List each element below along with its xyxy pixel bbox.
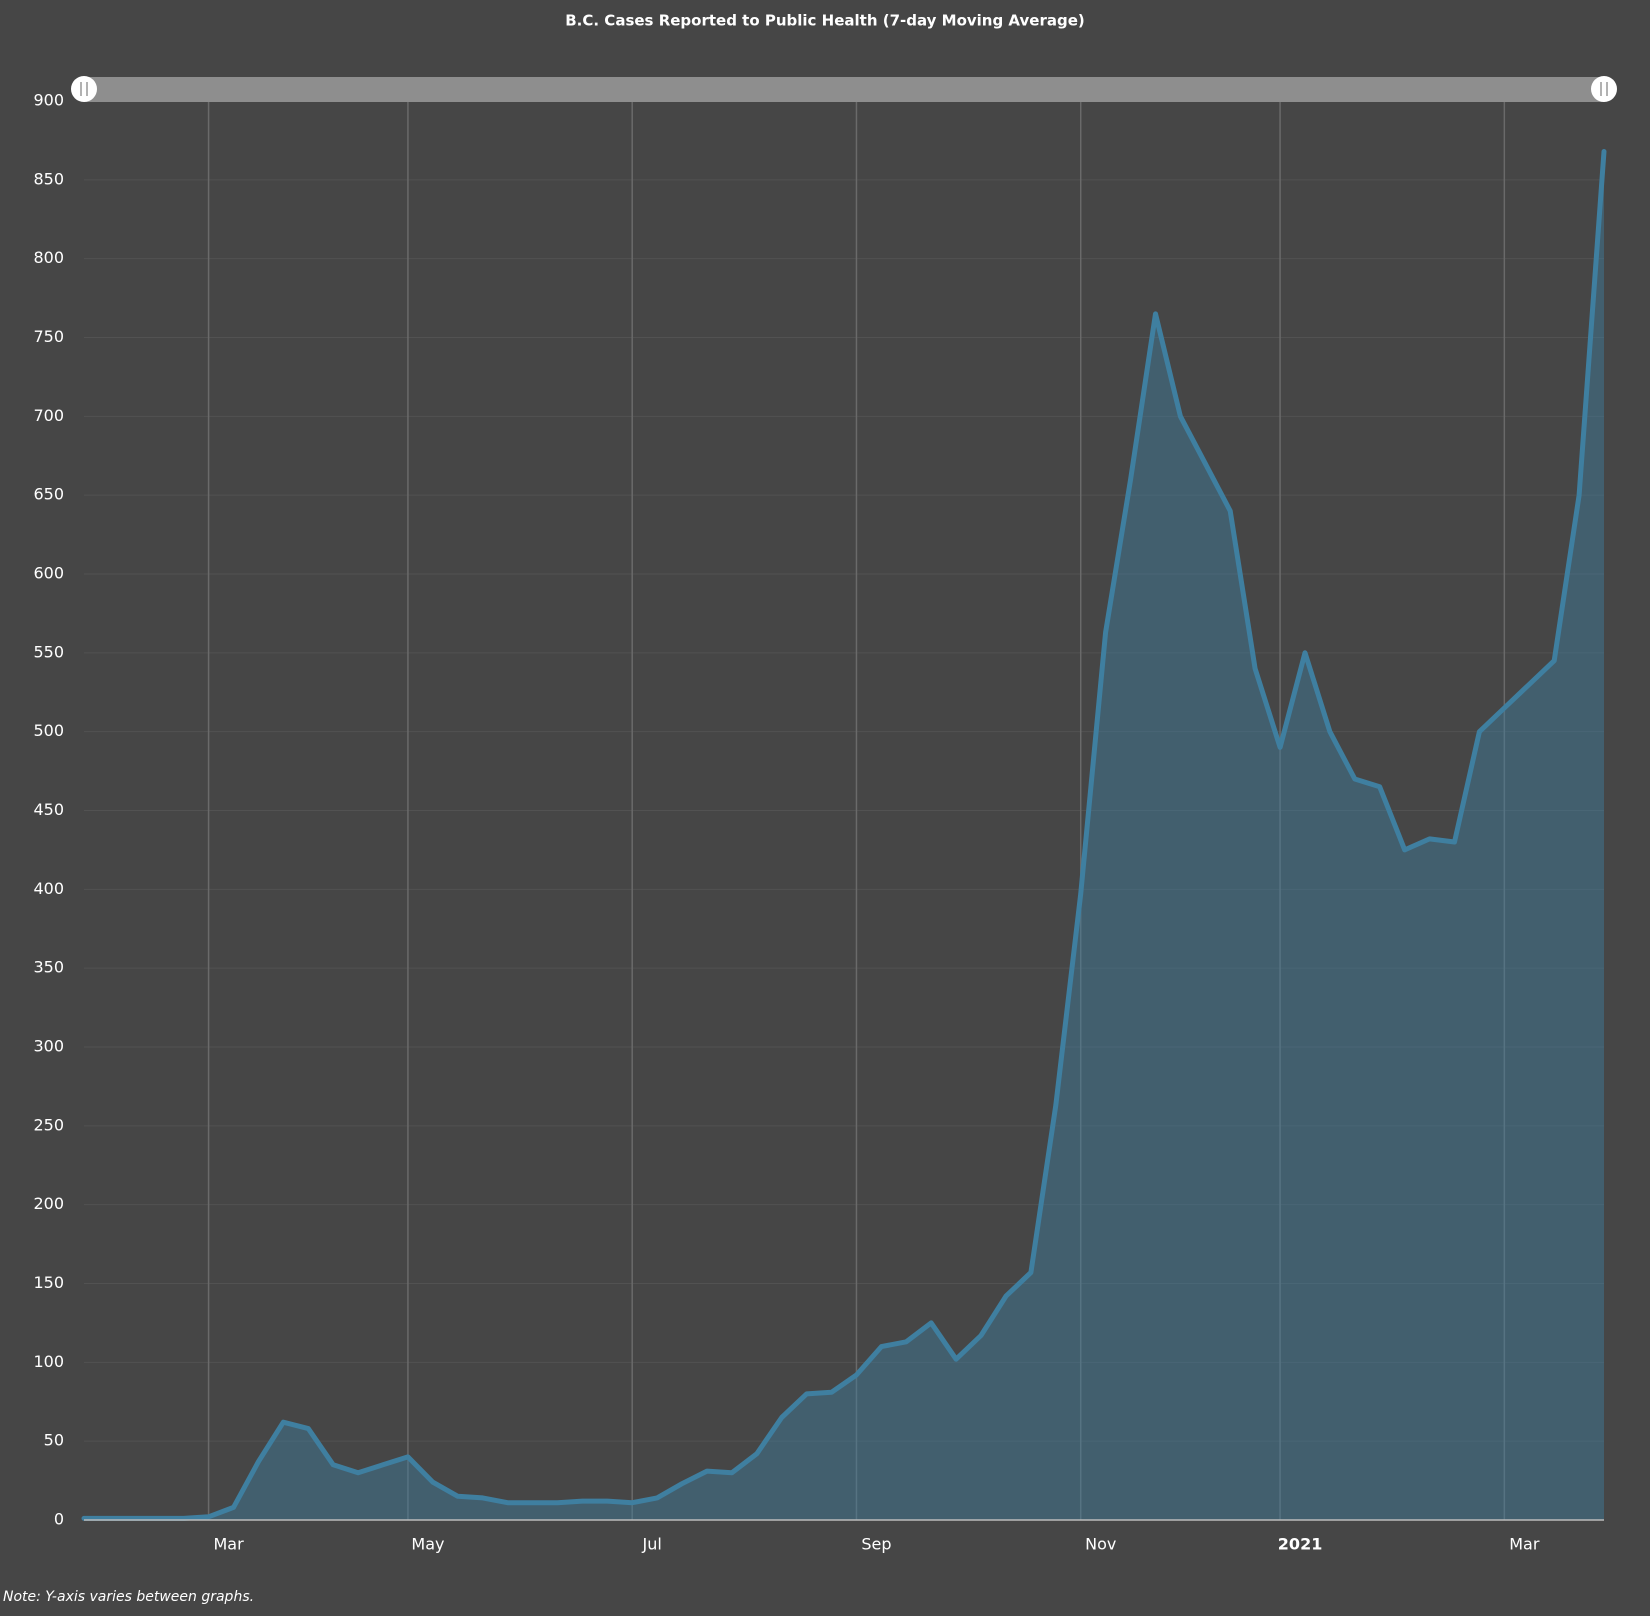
y-tick-label: 700 — [33, 406, 64, 425]
x-tick-label: Mar — [213, 1535, 244, 1554]
x-tick-label: 2021 — [1278, 1535, 1323, 1554]
x-tick-label: Jul — [642, 1535, 662, 1554]
x-tick-label: Nov — [1085, 1535, 1116, 1554]
range-slider[interactable] — [71, 76, 1617, 102]
chart-title: B.C. Cases Reported to Public Health (7-… — [565, 12, 1085, 30]
y-tick-label: 100 — [33, 1352, 64, 1371]
area — [84, 151, 1604, 1520]
y-tick-label: 300 — [33, 1037, 64, 1056]
note: Note: Y-axis varies between graphs. — [3, 1589, 254, 1605]
x-tick-label: Mar — [1509, 1535, 1540, 1554]
y-tick-label: 650 — [33, 485, 64, 504]
y-tick-label: 0 — [54, 1510, 64, 1529]
slider-handle-left[interactable] — [71, 76, 97, 102]
y-tick-label: 850 — [33, 169, 64, 188]
x-tick-label: Sep — [861, 1535, 891, 1554]
y-tick-label: 900 — [33, 91, 64, 110]
y-tick-label: 550 — [33, 642, 64, 661]
y-tick-label: 200 — [33, 1194, 64, 1213]
x-tick-label: May — [411, 1535, 444, 1554]
y-tick-label: 750 — [33, 327, 64, 346]
slider-handle-right[interactable] — [1591, 76, 1617, 102]
y-tick-label: 250 — [33, 1115, 64, 1134]
line — [81, 149, 1607, 1521]
slider-track[interactable] — [84, 77, 1604, 102]
y-tick-label: 500 — [33, 721, 64, 740]
y-tick-label: 450 — [33, 800, 64, 819]
y-tick-label: 350 — [33, 958, 64, 977]
y-tick-label: 800 — [33, 248, 64, 267]
y-tick-label: 400 — [33, 879, 64, 898]
y-tick-label: 50 — [44, 1431, 64, 1450]
y-tick-label: 150 — [33, 1273, 64, 1292]
y-tick-label: 600 — [33, 564, 64, 583]
